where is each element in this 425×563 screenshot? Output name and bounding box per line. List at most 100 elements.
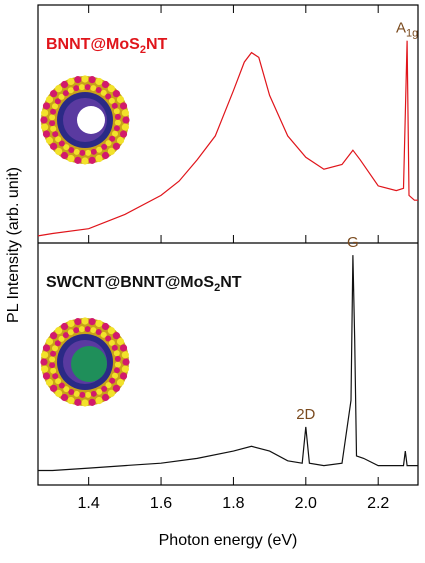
icon-atom [81,399,89,407]
icon-atom [52,131,59,138]
icon-atom [90,148,97,155]
icon-atom [111,344,118,351]
icon-atom [101,385,108,392]
icon-atom [49,120,56,127]
icon-atom [119,344,128,352]
icon-atom [67,77,75,86]
icon-atom [114,355,121,362]
icon-atom [79,149,86,156]
icon-atom [74,318,82,326]
icon-atom [101,80,110,89]
icon-atom [52,373,59,380]
label-text: 2D [296,406,315,423]
icon-atom [67,396,75,405]
icon-core [77,106,105,134]
icon-atom [96,388,103,395]
icon-atom [58,382,65,389]
label-sub: 1g [406,28,418,40]
icon-atom [108,339,115,346]
icon-atom [73,148,80,155]
icon-atom [42,102,51,110]
icon-atom [49,362,56,369]
icon-atom [95,154,103,163]
icon-atom [113,125,120,132]
icon-atom [81,75,89,83]
icon-atom [51,103,58,110]
icon-atom [113,350,120,357]
icon-atom [78,84,85,91]
label-sub: 2 [214,282,220,294]
nanotube-icon [40,75,130,165]
icon-atom [116,95,125,104]
icon-atom [45,378,54,387]
icon-atom [107,84,115,93]
x-tick-label: 2.2 [367,495,389,512]
x-tick-label: 1.6 [150,495,172,512]
icon-atom [63,144,70,151]
icon-atom [122,358,130,366]
icon-atom [84,326,91,333]
icon-atom [119,372,128,380]
icon-atom [95,328,102,335]
icon-atom [116,337,125,346]
icon-atom [41,123,49,131]
icon-atom [114,113,121,120]
x-tick-label: 1.8 [222,495,244,512]
icon-atom [90,390,97,397]
icon-atom [41,109,49,117]
icon-atom [74,76,82,84]
icon-atom [112,384,121,392]
icon-atom [67,329,74,336]
icon-atom [121,123,129,131]
label: A1g [396,20,418,40]
icon-atom [45,136,54,145]
icon-atom [58,335,65,342]
icon-atom [113,108,120,115]
icon-atom [122,116,130,124]
label: 2D [296,406,315,423]
icon-atom [55,389,63,398]
icon-atom [74,156,82,164]
icon-atom [60,151,69,160]
icon-atom [42,130,51,138]
plot-frame [37,4,419,486]
icon-atom [49,114,56,121]
icon-atom [79,391,86,398]
x-tick-label: 2.0 [295,495,317,512]
icon-atom [112,90,121,98]
icon-atom [85,391,92,398]
icon-atom [95,319,103,328]
icon-atom [67,154,75,163]
icon-atom [49,142,58,150]
icon-atom [81,157,89,165]
icon-atom [95,86,102,93]
icon-atom [88,398,96,406]
icon-atom [55,136,62,143]
icon-atom [42,344,51,352]
icon-atom [105,335,112,342]
icon-atom [119,130,128,138]
label-sub: 2 [140,44,146,56]
icon-atom [51,345,58,352]
icon-atom [88,318,96,326]
label-text: SWCNT@BNNT@MoS [46,274,214,291]
icon-atom [85,149,92,156]
icon-atom [101,322,110,331]
icon-atom [90,85,97,92]
icon-atom [107,147,115,156]
icon-atom [41,365,49,373]
nanotube-icons [40,75,130,407]
x-axis-label: Photon energy (eV) [159,532,298,549]
spectrum-line [38,255,418,472]
icon-atom [112,142,121,150]
icon-atom [42,372,51,380]
icon-atom [88,156,96,164]
icon-atom [58,93,65,100]
icon-atom [58,140,65,147]
icon-atom [73,85,80,92]
icon-atom [84,84,91,91]
icon-atom [49,384,58,392]
icon-atom [105,93,112,100]
icon-atom [73,390,80,397]
icon-atom [101,393,110,402]
